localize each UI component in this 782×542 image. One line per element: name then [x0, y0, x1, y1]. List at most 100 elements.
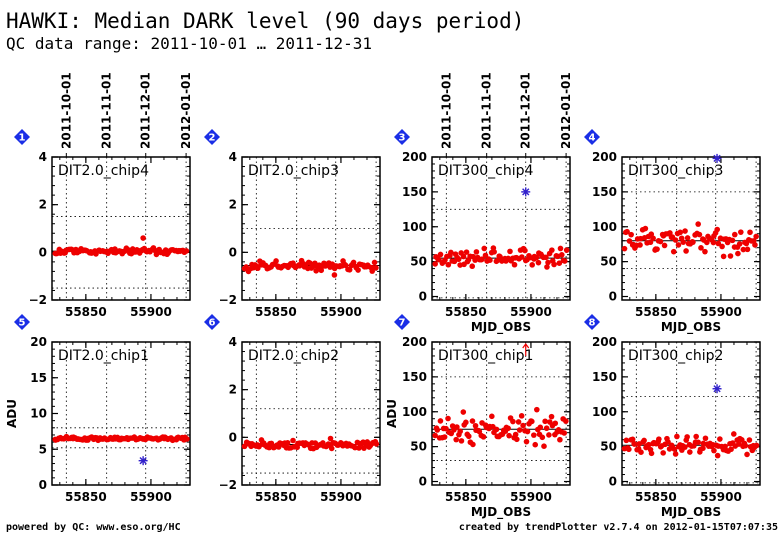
data-series [621, 221, 759, 260]
y-tick-label: 100 [402, 405, 427, 419]
x-axis-label: MJD_OBS [661, 320, 721, 335]
data-point [436, 256, 442, 263]
data-point [493, 426, 500, 433]
data-point [454, 424, 460, 430]
y-tick-label: 2 [229, 383, 237, 397]
panel-number-badge: 4 [584, 129, 600, 145]
badge-number: 6 [209, 318, 216, 329]
outlier-stroke [522, 188, 530, 196]
badge-number: 8 [589, 318, 596, 329]
data-point [469, 418, 476, 424]
data-point [432, 432, 438, 439]
data-point [350, 259, 357, 266]
data-point [719, 243, 725, 250]
x-tick-label: 55850 [445, 305, 487, 319]
outlier-point [521, 187, 531, 197]
data-point [437, 251, 444, 258]
data-point [469, 263, 476, 270]
y-tick-label: 100 [592, 220, 617, 234]
data-point [473, 249, 480, 255]
y-tick-label: 200 [592, 335, 617, 349]
x-tick-label: 55850 [65, 490, 107, 504]
data-point [731, 431, 737, 437]
y-tick-label: −2 [219, 478, 237, 492]
data-point [542, 418, 548, 425]
data-point [752, 242, 758, 248]
y-tick-label: 0 [229, 245, 237, 259]
data-point [487, 257, 493, 263]
data-point [557, 436, 563, 443]
data-point [671, 446, 678, 452]
data-point [702, 248, 708, 255]
data-point [557, 245, 564, 252]
data-point [660, 450, 666, 456]
data-point [711, 447, 717, 454]
data-point [480, 434, 487, 440]
data-series [52, 433, 190, 444]
data-point [470, 441, 476, 448]
data-point [371, 259, 378, 266]
date-label: 2011-12-01 [139, 72, 153, 149]
data-point [273, 258, 279, 264]
data-point [661, 242, 668, 249]
data-point [522, 247, 528, 254]
data-point [445, 415, 451, 422]
data-point [631, 441, 638, 447]
data-point [432, 261, 438, 267]
data-point [626, 446, 632, 453]
data-point [624, 228, 630, 235]
data-point [753, 442, 760, 449]
badge-number: 7 [399, 318, 406, 329]
y-tick-label: 200 [402, 150, 427, 164]
panel-number-badge: 8 [584, 314, 600, 330]
data-point [512, 431, 519, 438]
panel-label: DIT300_chip1 [438, 348, 533, 364]
panel-label: DIT2.0_chip2 [248, 348, 339, 364]
data-point [328, 445, 335, 452]
data-point [753, 233, 759, 240]
plot-frame [241, 341, 381, 486]
plot-frame [431, 156, 571, 301]
data-point [479, 256, 485, 262]
data-point [674, 433, 680, 440]
data-point [727, 253, 734, 259]
x-tick-label: 55850 [445, 490, 487, 504]
x-tick-label: 55850 [255, 305, 297, 319]
data-point [506, 432, 512, 439]
outlier-stroke [713, 154, 721, 163]
data-point [546, 432, 552, 438]
data-point [720, 253, 727, 260]
y-tick-label: 150 [402, 185, 427, 199]
data-point [510, 418, 516, 425]
data-point [507, 248, 513, 255]
data-point [511, 261, 518, 268]
badge-diamond [394, 129, 410, 145]
data-point [736, 241, 743, 247]
data-point [684, 434, 690, 440]
x-tick-label: 55900 [320, 490, 362, 504]
data-point [621, 245, 628, 252]
y-tick-label: 150 [592, 370, 617, 384]
data-point [524, 428, 531, 435]
data-point [543, 425, 550, 432]
data-point [463, 249, 470, 255]
y-axis-label: ADU [5, 399, 19, 428]
panel-number-badge: 7 [394, 314, 410, 330]
data-point [561, 430, 568, 436]
data-point [675, 242, 682, 248]
date-label: 2012-01-01 [559, 72, 573, 149]
plot-frame [431, 341, 571, 486]
data-point [533, 254, 540, 261]
y-tick-label: 2 [39, 198, 47, 212]
data-point [714, 452, 721, 459]
data-point [331, 272, 338, 278]
data-series [432, 245, 570, 270]
data-point [482, 252, 489, 259]
outlier-point [712, 384, 722, 394]
badge-number: 5 [19, 318, 26, 329]
data-point [552, 420, 559, 427]
outlier-stroke [139, 457, 147, 465]
data-point [534, 406, 540, 413]
data-point [463, 419, 469, 426]
